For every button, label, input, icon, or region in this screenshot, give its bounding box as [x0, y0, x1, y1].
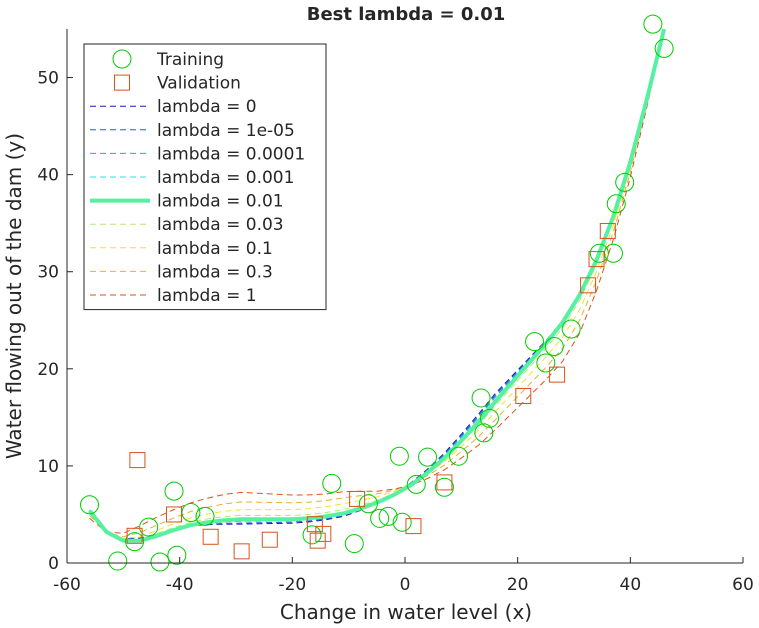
legend-label: Validation	[157, 74, 241, 94]
training-point	[80, 495, 100, 515]
training-point	[167, 545, 187, 565]
x-tick-label: 0	[400, 575, 411, 595]
training-point	[370, 508, 390, 528]
legend-marker	[112, 49, 132, 69]
validation-point	[126, 527, 143, 544]
training-point	[480, 408, 499, 428]
curve-lambda-0-1	[89, 28, 665, 540]
training-point	[344, 534, 364, 554]
legend-label: Training	[156, 50, 224, 70]
curve-lambda-0-3	[89, 28, 665, 538]
training-point	[536, 353, 556, 373]
training-point	[525, 332, 545, 352]
legend-label: lambda = 1	[157, 286, 257, 306]
y-tick-label: 40	[37, 166, 59, 186]
training-point	[544, 336, 564, 356]
legend-label: lambda = 0.01	[157, 192, 284, 212]
training-point	[322, 473, 342, 493]
training-point	[615, 172, 635, 192]
y-tick-label: 20	[37, 360, 59, 380]
validation-point	[261, 531, 278, 548]
validation-point	[349, 490, 366, 507]
legend-label: lambda = 0.001	[157, 168, 294, 188]
legend-label: lambda = 0.3	[157, 262, 273, 282]
y-tick-label: 0	[48, 554, 59, 574]
legend-label: lambda = 0.03	[157, 215, 284, 235]
training-point	[561, 319, 581, 339]
x-axis-label: Change in water level (x)	[280, 600, 532, 624]
validation-point	[515, 388, 532, 405]
validation-point	[233, 543, 250, 560]
training-point	[125, 532, 145, 552]
x-tick-label: 40	[620, 575, 642, 595]
training-point	[603, 243, 623, 263]
training-point	[150, 552, 170, 572]
validation-point	[166, 506, 183, 523]
training-point	[606, 194, 626, 214]
training-point	[139, 517, 159, 537]
validation-point	[129, 452, 146, 469]
validation-point	[309, 532, 326, 549]
validation-point	[405, 518, 422, 535]
training-point	[195, 506, 215, 526]
training-point	[418, 447, 438, 467]
legend-label: lambda = 0	[157, 97, 257, 117]
plot-area	[80, 14, 674, 572]
legend-label: lambda = 0.0001	[157, 144, 305, 164]
training-point	[392, 512, 412, 532]
training-point	[108, 551, 128, 571]
y-tick-label: 30	[37, 263, 59, 283]
training-point	[378, 506, 398, 526]
validation-point	[436, 474, 453, 491]
validation-point	[580, 277, 597, 294]
y-tick-label: 10	[37, 457, 59, 477]
axes: -60 -40 -20 0 20 40 60 0 10 20 30 40 50	[37, 29, 754, 595]
validation-point	[588, 251, 605, 268]
training-point	[471, 388, 491, 408]
validation-point	[202, 528, 219, 545]
training-point	[654, 38, 674, 58]
x-tick-label: -60	[53, 575, 81, 595]
training-point	[449, 446, 469, 466]
validation-point	[306, 516, 323, 533]
validation-point	[549, 366, 566, 383]
x-tick-label: 20	[507, 575, 529, 595]
x-tick-label: -20	[278, 575, 306, 595]
chart-title: Best lambda = 0.01	[307, 4, 506, 25]
training-point	[643, 14, 663, 34]
training-point	[358, 494, 378, 514]
x-tick-label: -40	[166, 575, 194, 595]
training-point	[589, 243, 609, 263]
x-tick-label: 60	[732, 575, 754, 595]
training-point	[164, 481, 184, 501]
y-axis-label: Water flowing out of the dam (y)	[2, 133, 26, 459]
training-point	[474, 423, 494, 443]
curve-lambda-1	[89, 28, 665, 534]
legend: Training Validation lambda = 0 lambda = 1e-…	[83, 43, 327, 311]
validation-point	[599, 222, 616, 239]
legend-label: lambda = 1e-05	[157, 121, 295, 141]
training-point	[302, 525, 322, 545]
y-tick-label: 50	[37, 69, 59, 89]
validation-point	[315, 525, 332, 542]
training-point	[389, 446, 409, 466]
training-point	[406, 474, 426, 494]
legend-label: lambda = 0.1	[157, 239, 273, 259]
training-point	[434, 477, 454, 497]
curve-lambda-0-01	[87, 28, 667, 543]
legend-marker	[114, 74, 130, 91]
